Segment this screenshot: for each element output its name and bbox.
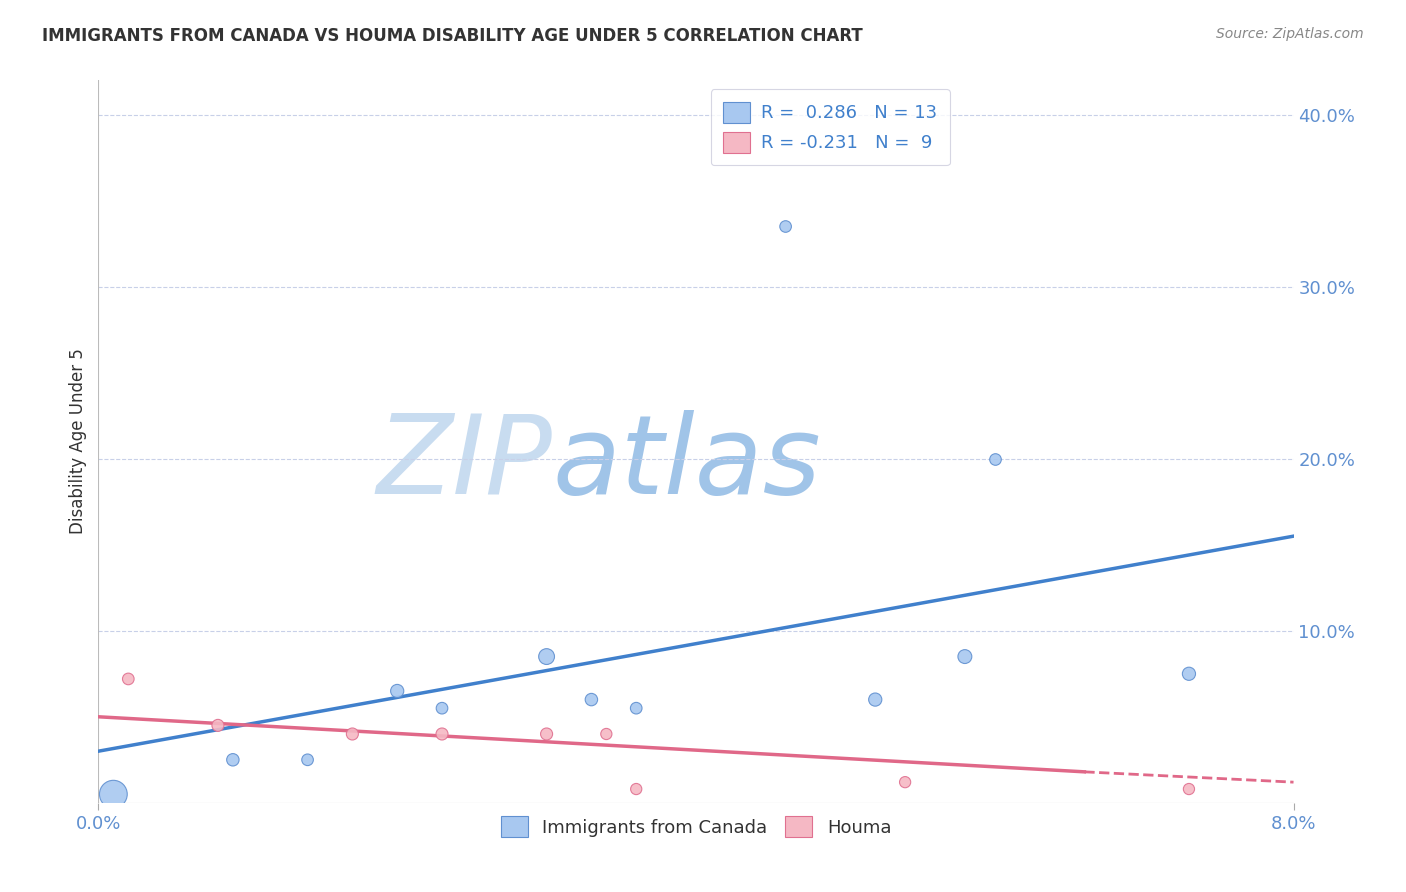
Legend: Immigrants from Canada, Houma: Immigrants from Canada, Houma <box>494 809 898 845</box>
Text: ZIP: ZIP <box>377 409 553 516</box>
Point <box>222 753 245 767</box>
Point <box>536 649 558 664</box>
Point <box>103 787 125 801</box>
Point <box>581 692 603 706</box>
Point <box>342 727 364 741</box>
Point <box>207 718 229 732</box>
Point <box>775 219 797 234</box>
Point <box>894 775 917 789</box>
Y-axis label: Disability Age Under 5: Disability Age Under 5 <box>69 349 87 534</box>
Point <box>536 727 558 741</box>
Point <box>430 727 453 741</box>
Point <box>953 649 976 664</box>
Point <box>626 782 648 797</box>
Text: Source: ZipAtlas.com: Source: ZipAtlas.com <box>1216 27 1364 41</box>
Point <box>430 701 453 715</box>
Point <box>595 727 617 741</box>
Point <box>865 692 887 706</box>
Text: IMMIGRANTS FROM CANADA VS HOUMA DISABILITY AGE UNDER 5 CORRELATION CHART: IMMIGRANTS FROM CANADA VS HOUMA DISABILI… <box>42 27 863 45</box>
Point <box>984 451 1007 466</box>
Point <box>117 672 139 686</box>
Point <box>1178 782 1201 797</box>
Text: atlas: atlas <box>553 409 821 516</box>
Point <box>385 684 409 698</box>
Point <box>1178 666 1201 681</box>
Point <box>297 753 319 767</box>
Point <box>626 701 648 715</box>
